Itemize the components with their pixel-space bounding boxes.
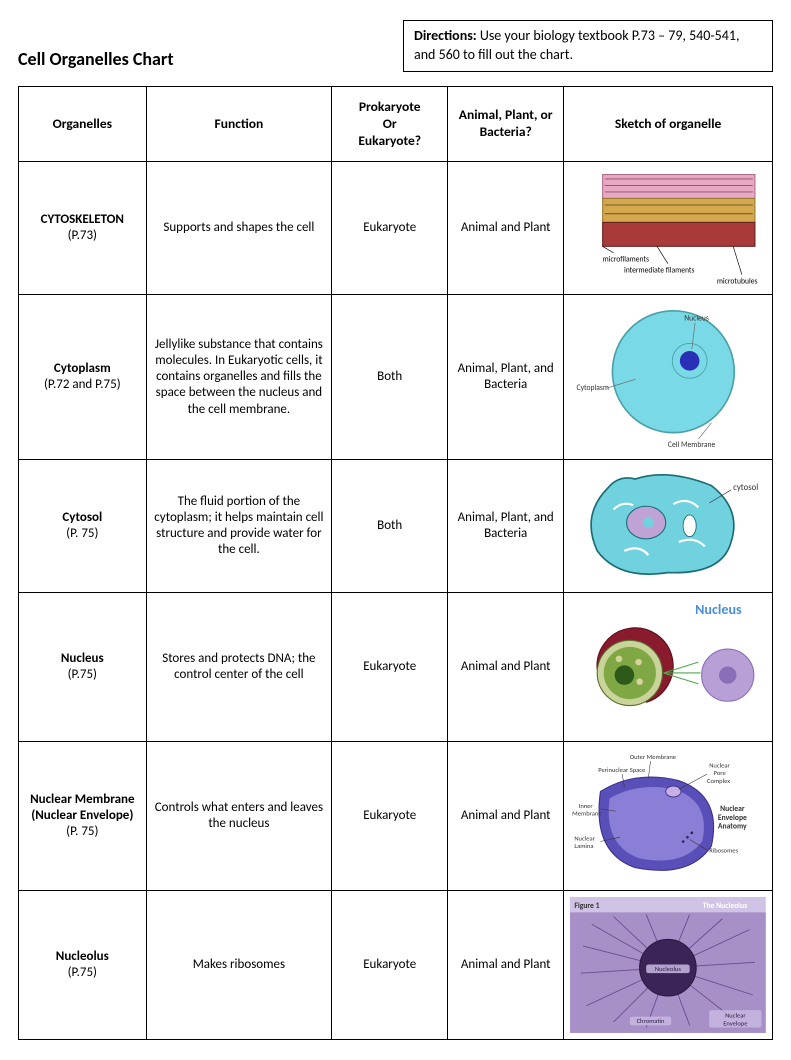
directions-box: Directions: Use your biology textbook P.… [403,20,773,72]
domain-cell: Animal and Plant [448,593,564,742]
organelle-name-cell: Cytosol (P. 75) [19,460,147,593]
organelle-name: Nuclear Membrane (Nuclear Envelope) [30,792,134,823]
svg-text:microfilaments: microfilaments [603,256,649,265]
pk-cell: Eukaryote [332,593,448,742]
col-prokaryote-eukaryote: ProkaryoteOrEukaryote? [332,86,448,162]
pk-cell: Eukaryote [332,741,448,890]
organelle-name: Nucleus [61,651,104,666]
svg-text:Complex: Complex [707,777,730,785]
cytosol-sketch-icon: cytosol [570,466,766,586]
svg-text:cytosol: cytosol [733,483,758,493]
cytoskeleton-sketch-icon: microfilaments intermediate filaments mi… [570,168,766,288]
function-cell: Stores and protects DNA; the control cen… [146,593,332,742]
cytoplasm-sketch-icon: Nucleus Cytoplasm Cell Membrane [570,301,766,453]
organelle-name: CYTOSKELETON [41,212,124,227]
organelle-name: Nucleolus [56,949,109,964]
pk-cell: Both [332,460,448,593]
function-cell: The fluid portion of the cytoplasm; it h… [146,460,332,593]
svg-text:Figure 1: Figure 1 [575,902,600,911]
table-row: Cytoplasm (P.72 and P.75) Jellylike subs… [19,295,773,460]
function-cell: Controls what enters and leaves the nucl… [146,741,332,890]
table-row: Nucleus (P.75) Stores and protects DNA; … [19,593,773,742]
svg-text:Ribosomes: Ribosomes [709,846,738,854]
domain-cell: Animal and Plant [448,162,564,295]
col-domain: Animal, Plant, or Bacteria? [448,86,564,162]
organelle-ref: (P.72 and P.75) [44,377,121,392]
pk-cell: Eukaryote [332,890,448,1039]
svg-text:Nucleus: Nucleus [695,601,742,618]
sketch-cell: Outer Membrane Perinuclear Space InnerMe… [564,741,773,890]
domain-cell: Animal and Plant [448,741,564,890]
function-cell: Supports and shapes the cell [146,162,332,295]
organelle-name-cell: Nuclear Membrane (Nuclear Envelope) (P. … [19,741,147,890]
svg-text:Cell Membrane: Cell Membrane [668,441,716,450]
sketch-cell: Nucleus Cytoplasm Cell Membrane [564,295,773,460]
nucleolus-sketch-icon: Figure 1 The Nucleolus Nucleolus Chromat… [570,897,766,1033]
organelle-name-cell: Nucleus (P.75) [19,593,147,742]
svg-text:Perinuclear Space: Perinuclear Space [598,766,645,774]
organelles-table: Organelles Function ProkaryoteOrEukaryot… [18,86,773,1040]
sketch-cell: cytosol [564,460,773,593]
table-row: Nucleolus (P.75) Makes ribosomes Eukaryo… [19,890,773,1039]
col-sketch: Sketch of organelle [564,86,773,162]
organelle-ref: (P.75) [68,667,97,682]
page-title: Cell Organelles Chart [18,48,174,70]
sketch-cell: Nucleus [564,593,773,742]
svg-text:Nucleus: Nucleus [684,315,709,324]
nucleus-sketch-icon: Nucleus [570,599,766,735]
svg-text:Membrane: Membrane [572,809,601,817]
col-function: Function [146,86,332,162]
organelle-name: Cytoplasm [54,361,111,376]
pk-cell: Eukaryote [332,162,448,295]
svg-text:Cytoplasm: Cytoplasm [577,384,609,393]
function-cell: Jellylike substance that contains molecu… [146,295,332,460]
organelle-ref: (P.73) [68,228,97,243]
organelle-ref: (P.75) [68,965,97,980]
organelle-ref: (P. 75) [66,824,98,839]
organelle-name-cell: CYTOSKELETON (P.73) [19,162,147,295]
sketch-cell: microfilaments intermediate filaments mi… [564,162,773,295]
organelle-name: Cytosol [62,510,102,525]
svg-text:Outer Membrane: Outer Membrane [630,753,676,761]
svg-text:Lamina: Lamina [575,842,594,850]
table-row: CYTOSKELETON (P.73) Supports and shapes … [19,162,773,295]
table-header-row: Organelles Function ProkaryoteOrEukaryot… [19,86,773,162]
svg-text:The Nucleolus: The Nucleolus [703,902,747,911]
domain-cell: Animal and Plant [448,890,564,1039]
svg-text:Envelope: Envelope [718,814,747,823]
svg-text:Anatomy: Anatomy [718,822,747,831]
svg-text:Nuclear: Nuclear [720,805,745,814]
directions-label: Directions: [414,27,477,44]
sketch-cell: Figure 1 The Nucleolus Nucleolus Chromat… [564,890,773,1039]
domain-cell: Animal, Plant, and Bacteria [448,295,564,460]
table-row: Cytosol (P. 75) The fluid portion of the… [19,460,773,593]
pk-cell: Both [332,295,448,460]
organelle-name-cell: Nucleolus (P.75) [19,890,147,1039]
domain-cell: Animal, Plant, and Bacteria [448,460,564,593]
svg-text:Nucleolus: Nucleolus [655,965,681,973]
organelle-name-cell: Cytoplasm (P.72 and P.75) [19,295,147,460]
col-organelles: Organelles [19,86,147,162]
nuclear-envelope-sketch-icon: Outer Membrane Perinuclear Space InnerMe… [570,748,766,884]
svg-text:microtubules: microtubules [717,278,758,287]
table-row: Nuclear Membrane (Nuclear Envelope) (P. … [19,741,773,890]
svg-text:intermediate filaments: intermediate filaments [624,267,694,276]
function-cell: Makes ribosomes [146,890,332,1039]
svg-text:Envelope: Envelope [723,1019,747,1027]
organelle-ref: (P. 75) [66,526,98,541]
